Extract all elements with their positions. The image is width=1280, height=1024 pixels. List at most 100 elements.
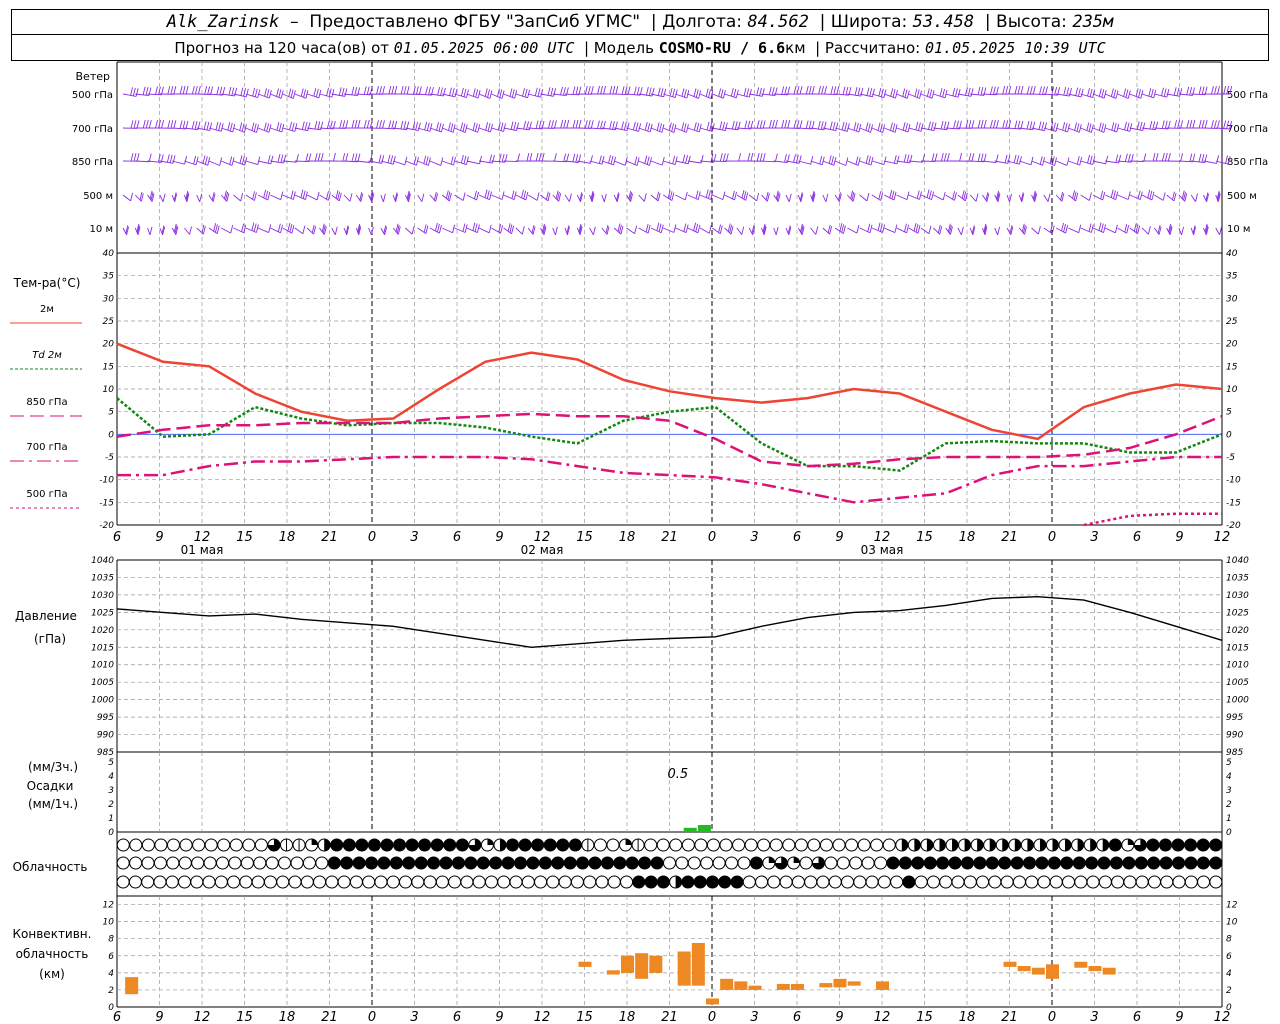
wind-barb-feather xyxy=(1026,120,1030,130)
cloud-symbol xyxy=(349,875,363,889)
wind-barb-feather xyxy=(854,87,858,96)
wind-barb-feather xyxy=(157,154,161,163)
cloud-circle xyxy=(386,875,400,889)
wind-barb xyxy=(1080,194,1090,201)
wind-barb-feather xyxy=(182,85,186,95)
cloud-circle xyxy=(819,838,833,852)
wind-barb xyxy=(810,160,823,166)
hour-label-bottom: 6 xyxy=(1133,1010,1141,1024)
wind-barb xyxy=(1215,227,1220,235)
wind-barb-feather xyxy=(851,191,855,201)
model-label: Модель xyxy=(593,39,654,57)
cloud-symbol xyxy=(907,838,921,852)
cloud-circle xyxy=(832,838,846,852)
temp-tick-right: 35 xyxy=(1226,272,1238,282)
wind-level-left: 700 гПа xyxy=(72,124,113,135)
wind-barb-feather xyxy=(264,88,267,97)
cloud-symbol xyxy=(472,875,486,889)
wind-barb-feather xyxy=(133,120,137,129)
wind-barb-feather xyxy=(937,224,941,234)
wind-barb xyxy=(798,127,813,130)
wind-barb-feather xyxy=(1192,119,1196,129)
cloud-symbol xyxy=(141,856,155,870)
cloud-circle xyxy=(841,875,855,889)
hour-label-top: 9 xyxy=(1175,530,1183,545)
wind-barb xyxy=(908,93,920,99)
wind-barb-feather xyxy=(722,191,726,200)
wind-barb-feather xyxy=(743,191,747,200)
wind-barb-feather xyxy=(394,192,398,201)
wind-barb xyxy=(294,227,304,235)
wind-barb-feather xyxy=(598,155,602,164)
cloud-half xyxy=(1027,839,1034,851)
cloud-symbol xyxy=(976,875,990,889)
wind-barb-feather xyxy=(211,192,215,201)
wind-barb-feather xyxy=(705,88,709,97)
cloud-symbol xyxy=(857,838,871,852)
cloud-circle xyxy=(794,838,808,852)
wind-barb-feather xyxy=(952,87,956,96)
wind-barb-feather xyxy=(547,192,551,202)
wind-barb-feather xyxy=(838,193,842,202)
wind-barb xyxy=(552,93,567,96)
cloud-symbol xyxy=(576,856,590,870)
wind-barb-feather xyxy=(358,226,362,236)
wind-barb-feather xyxy=(869,88,873,97)
temp-tick-right: -5 xyxy=(1226,453,1235,463)
wind-barb-feather xyxy=(756,87,760,96)
cloud-circle xyxy=(501,856,515,870)
wind-barb xyxy=(712,194,724,201)
wind-barb-feather xyxy=(1164,120,1168,129)
wind-barb-feather xyxy=(915,121,919,131)
cloud-circle xyxy=(563,856,577,870)
cloud-symbol xyxy=(1160,875,1174,889)
wind-barb-feather xyxy=(759,87,762,96)
cloud-symbol xyxy=(443,838,457,852)
wind-barb xyxy=(491,127,504,132)
wind-barb-feather xyxy=(521,226,525,235)
wind-barb xyxy=(957,93,972,97)
cloud-circle xyxy=(418,838,432,852)
pressure-tick-right: 1005 xyxy=(1226,678,1249,688)
wind-barb-feather xyxy=(529,152,533,162)
wind-barb-feather xyxy=(1017,120,1021,129)
cloud-circle xyxy=(116,856,130,870)
conv-bar xyxy=(621,955,634,973)
temp-tick-left: 35 xyxy=(103,272,115,282)
wind-barb-feather xyxy=(542,223,545,232)
cloud-symbol xyxy=(755,875,769,889)
wind-barb-feather xyxy=(241,156,245,165)
wind-barb xyxy=(871,127,883,133)
conv-bar xyxy=(578,961,592,967)
temp-tick-right: 40 xyxy=(1226,249,1238,259)
wind-barb-feather xyxy=(748,89,752,98)
wind-barb-feather xyxy=(1138,89,1141,98)
wind-barb-feather xyxy=(288,88,292,97)
precip-tick-right: 1 xyxy=(1226,814,1232,824)
wind-barb-feather xyxy=(240,87,244,96)
cloud-symbol xyxy=(558,875,572,889)
wind-barb-feather xyxy=(189,226,192,235)
wind-barb-feather xyxy=(535,120,539,129)
wind-barb xyxy=(442,127,454,133)
cloud-half xyxy=(901,839,908,851)
wind-barb-feather xyxy=(1124,153,1128,162)
wind-barb-feather xyxy=(1055,123,1059,132)
wind-barb-feather xyxy=(992,86,996,95)
wind-barb-feather xyxy=(959,152,963,162)
wind-barb-feather xyxy=(1226,85,1230,95)
cloud-symbol xyxy=(1012,875,1026,889)
wind-barb-feather xyxy=(643,193,647,202)
wind-barb-feather xyxy=(810,156,814,165)
conv-tick-left: 8 xyxy=(108,935,114,945)
conv-tick-left: 2 xyxy=(108,986,114,996)
wind-barb-feather xyxy=(450,123,454,132)
cloud-circle xyxy=(1012,875,1026,889)
wind-barb-feather xyxy=(977,86,981,95)
wind-barb xyxy=(503,160,518,162)
cloud-circle xyxy=(712,856,726,870)
wind-barb xyxy=(1129,194,1141,201)
wind-barb-feather xyxy=(369,86,373,95)
wind-barb-feather xyxy=(334,226,338,235)
wind-barb xyxy=(613,227,622,235)
